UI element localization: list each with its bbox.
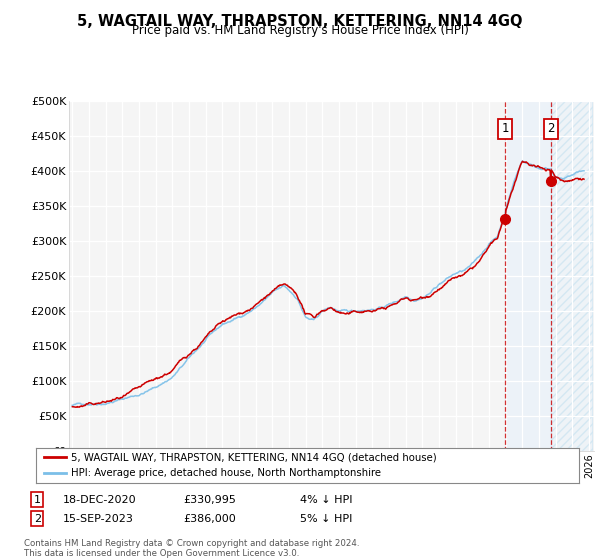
- Bar: [505, 101, 551, 451]
- Text: 15-SEP-2023: 15-SEP-2023: [63, 514, 134, 524]
- Text: Price paid vs. HM Land Registry's House Price Index (HPI): Price paid vs. HM Land Registry's House …: [131, 24, 469, 37]
- Bar: [551, 101, 592, 451]
- Text: 18-DEC-2020: 18-DEC-2020: [63, 494, 137, 505]
- Text: Contains HM Land Registry data © Crown copyright and database right 2024.
This d: Contains HM Land Registry data © Crown c…: [24, 539, 359, 558]
- Text: £386,000: £386,000: [183, 514, 236, 524]
- Text: 5, WAGTAIL WAY, THRAPSTON, KETTERING, NN14 4GQ: 5, WAGTAIL WAY, THRAPSTON, KETTERING, NN…: [77, 14, 523, 29]
- Bar: [551, 101, 592, 451]
- Text: 2: 2: [547, 122, 554, 136]
- Text: £330,995: £330,995: [183, 494, 236, 505]
- Text: 1: 1: [34, 494, 41, 505]
- Text: 5, WAGTAIL WAY, THRAPSTON, KETTERING, NN14 4GQ (detached house): 5, WAGTAIL WAY, THRAPSTON, KETTERING, NN…: [71, 452, 437, 463]
- Text: 5% ↓ HPI: 5% ↓ HPI: [300, 514, 352, 524]
- Text: 2: 2: [34, 514, 41, 524]
- Text: HPI: Average price, detached house, North Northamptonshire: HPI: Average price, detached house, Nort…: [71, 468, 381, 478]
- Text: 4% ↓ HPI: 4% ↓ HPI: [300, 494, 353, 505]
- Text: 1: 1: [502, 122, 509, 136]
